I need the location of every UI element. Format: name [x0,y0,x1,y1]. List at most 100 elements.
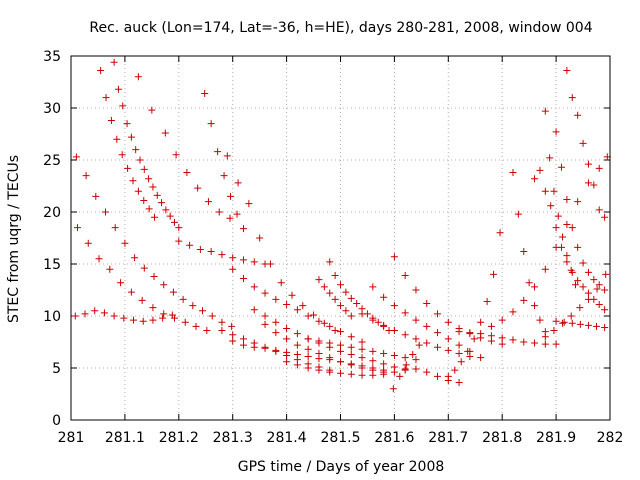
data-point [559,319,567,327]
data-point [150,272,158,280]
data-point [514,210,522,218]
data-point [304,312,312,320]
data-point [444,335,452,343]
data-point [272,295,280,303]
data-point [95,255,103,263]
data-point [584,179,592,187]
series-s20 [369,283,485,362]
y-tick-label: 25 [43,153,61,169]
data-point [401,309,409,317]
data-point [369,347,377,355]
data-point [293,330,301,338]
data-point [261,289,269,297]
data-point [310,311,318,319]
data-point [498,334,506,342]
data-point [547,202,555,210]
data-point [199,307,207,315]
data-point [293,341,301,349]
data-point [97,67,105,75]
data-point [574,198,582,206]
series-s24 [455,328,560,348]
data-point [320,283,328,291]
data-point [595,281,603,289]
data-point [595,301,603,309]
y-tick-label: 15 [43,257,61,273]
series-s23 [444,229,504,380]
data-point [121,239,129,247]
data-point [218,251,226,259]
data-point [159,314,167,322]
data-point [293,361,301,369]
data-point [444,346,452,354]
data-point [550,327,558,335]
data-point [552,317,560,325]
data-point [412,356,420,364]
data-point [483,297,491,305]
series-s3 [71,307,176,325]
data-point [288,291,296,299]
data-point [584,321,592,329]
series-s1 [72,153,236,330]
data-point [457,358,465,366]
data-point [579,139,587,147]
y-tick-label: 20 [43,205,61,221]
data-point [541,187,549,195]
y-tick-label: 35 [43,49,61,65]
data-point [201,89,209,97]
data-point [145,175,153,183]
data-point [304,345,312,353]
data-point [148,106,156,114]
data-point [100,309,108,317]
data-point [233,210,241,218]
data-point [576,320,584,328]
data-point [602,270,610,278]
data-point [214,148,222,156]
data-point [250,283,258,291]
data-point [134,73,142,81]
data-point [337,369,344,377]
data-point [124,164,132,172]
series-s15 [283,358,463,387]
data-point [151,213,159,221]
data-point [261,312,269,320]
x-tick-label: 281.1 [105,430,145,446]
data-point [113,135,121,143]
y-tick-label: 5 [52,361,61,377]
series-s12 [218,327,334,374]
data-point [541,333,549,341]
data-point [470,335,478,343]
data-point [226,214,234,222]
series-s10 [229,265,366,346]
series-s18 [326,258,393,335]
data-point [487,332,495,340]
data-point [401,366,409,374]
data-point [82,172,90,180]
data-point [584,268,592,276]
data-point [601,323,609,331]
plot-frame [70,55,611,421]
data-point [358,371,366,379]
data-point [347,370,355,378]
data-point [434,310,442,318]
data-point [337,281,344,289]
data-point [250,258,258,266]
data-point [272,347,280,355]
y-tick-labels: 0 5 10 15 20 25 30 35 [43,49,61,429]
data-point [552,128,560,136]
data-point [487,322,495,330]
data-point [563,67,571,75]
data-point [158,199,166,207]
data-point [455,341,463,349]
data-point [91,307,99,315]
data-point [409,350,417,358]
data-point [412,335,420,343]
data-point [196,245,204,253]
chart-title: Rec. auck (Lon=174, Lat=-36, h=HE), days… [89,20,592,36]
data-point [204,198,212,206]
y-axis-label: STEC from uqrg / TECUs [6,155,22,323]
data-point [136,156,144,164]
data-point [331,295,339,303]
data-point [331,327,339,335]
x-tick-label: 281 [58,430,85,446]
data-point [412,316,420,324]
